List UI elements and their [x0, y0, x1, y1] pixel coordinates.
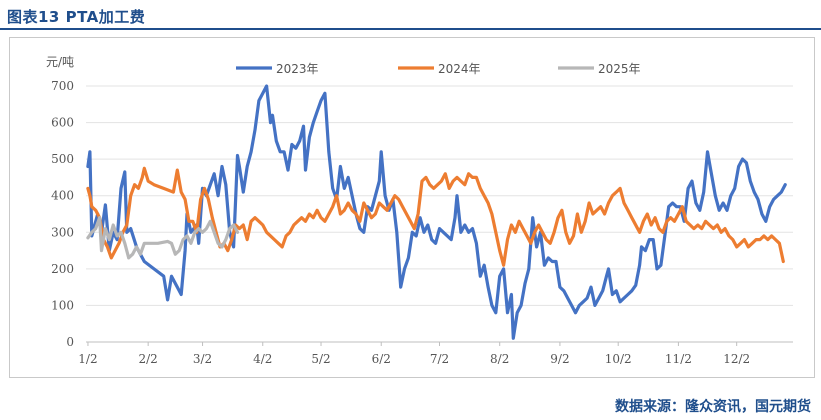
- series-line-2: [86, 216, 240, 260]
- x-tick-label: 11/2: [665, 352, 692, 366]
- y-axis-unit: 元/吨: [46, 55, 74, 69]
- chart-frame: [9, 37, 815, 378]
- page-title: 图表13 PTA加工费: [7, 8, 146, 26]
- y-tick-label: 100: [51, 298, 74, 312]
- x-tick-label: 7/2: [430, 352, 449, 366]
- series-group: [86, 84, 787, 340]
- source-note: 数据来源：隆众资讯，国元期货: [615, 399, 811, 415]
- y-tick-label: 700: [51, 79, 74, 93]
- x-tick-label: 10/2: [605, 352, 632, 366]
- legend: 2023年 2024年 2025年: [236, 62, 641, 76]
- x-tick-label: 5/2: [311, 352, 330, 366]
- y-tick-label: 200: [51, 262, 74, 276]
- x-tick-label: 2/2: [138, 352, 157, 366]
- y-tick-label: 300: [51, 225, 74, 239]
- legend-label-2: 2025年: [598, 62, 641, 76]
- series-line-0: [86, 84, 787, 340]
- x-tick-label: 6/2: [372, 352, 391, 366]
- y-tick-label: 500: [51, 152, 74, 166]
- x-tick-label: 8/2: [490, 352, 509, 366]
- legend-label-1: 2024年: [438, 62, 481, 76]
- title-rule: [0, 28, 821, 30]
- gridlines: [86, 85, 793, 343]
- x-tick-label: 4/2: [253, 352, 272, 366]
- x-axis: 1/2 2/2 3/2 4/2 5/2 6/2 7/2 8/2 9/2 10/2 11/2 12/2: [78, 342, 750, 366]
- x-tick-label: 9/2: [550, 352, 569, 366]
- y-tick-label: 400: [51, 189, 74, 203]
- y-axis: 0 100 200 300 400 500 600 700: [51, 79, 74, 349]
- y-tick-label: 0: [66, 335, 74, 349]
- legend-label-0: 2023年: [276, 62, 319, 76]
- x-tick-label: 3/2: [193, 352, 212, 366]
- x-tick-label: 1/2: [78, 352, 97, 366]
- y-tick-label: 600: [51, 116, 74, 130]
- x-tick-label: 12/2: [723, 352, 750, 366]
- series-line-1: [86, 166, 785, 267]
